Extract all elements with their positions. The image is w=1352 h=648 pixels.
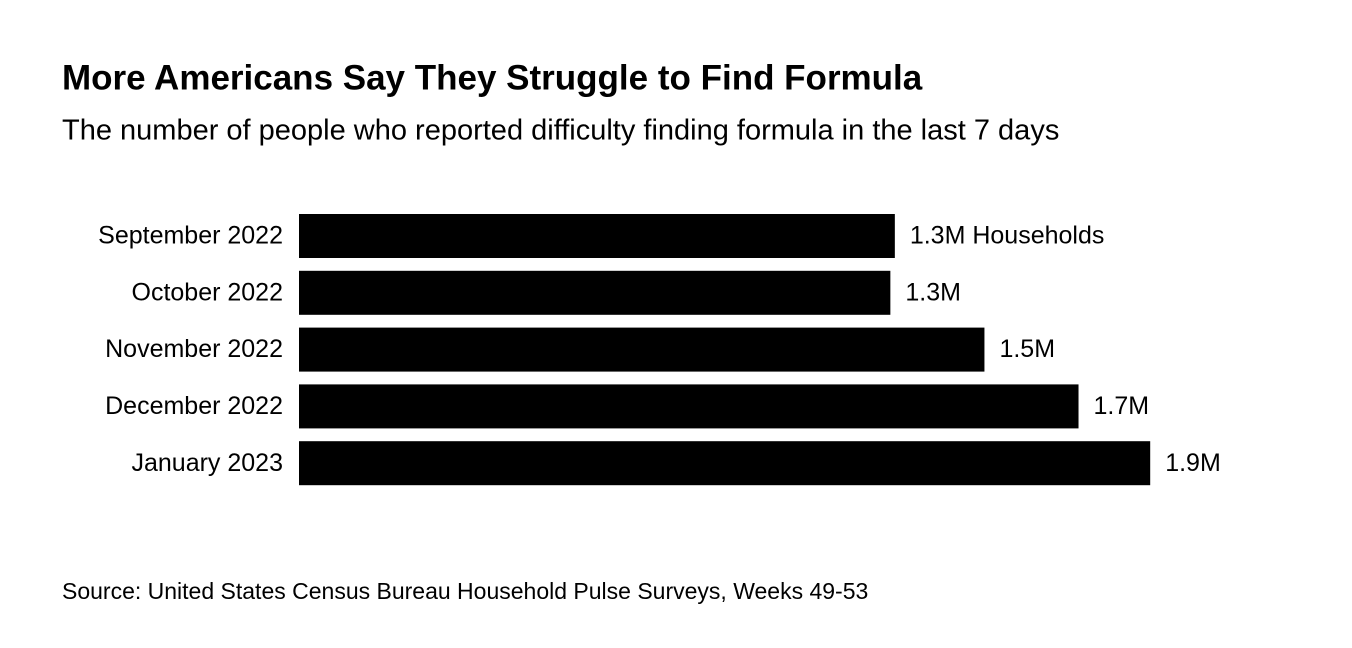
category-label: December 2022	[105, 392, 283, 420]
bar	[299, 214, 895, 258]
source-note: Source: United States Census Bureau Hous…	[62, 578, 868, 604]
category-label: January 2023	[131, 449, 283, 477]
bar	[299, 384, 1079, 429]
bar	[299, 441, 1151, 486]
category-label: October 2022	[132, 278, 284, 306]
bar	[299, 327, 985, 372]
value-label: 1.3M Households	[910, 222, 1105, 250]
bar	[299, 270, 891, 315]
value-label: 1.5M	[999, 335, 1055, 363]
chart-title: More Americans Say They Struggle to Find…	[62, 58, 923, 97]
chart-subtitle: The number of people who reported diffic…	[62, 115, 1059, 147]
value-label: 1.3M	[905, 278, 961, 306]
value-label: 1.7M	[1094, 392, 1150, 420]
category-label: November 2022	[105, 335, 283, 363]
value-label: 1.9M	[1165, 449, 1221, 477]
category-label: September 2022	[98, 222, 283, 250]
